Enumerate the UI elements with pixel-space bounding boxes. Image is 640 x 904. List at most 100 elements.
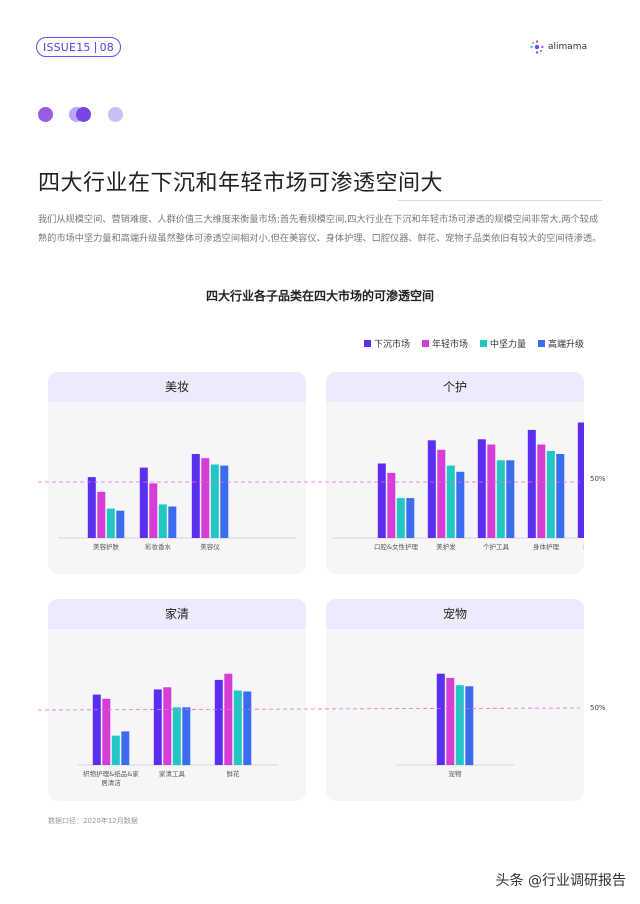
bar	[102, 698, 111, 765]
category-label: 美容仪	[200, 542, 220, 551]
category-label: 个护工具	[483, 542, 510, 551]
dot-4	[108, 107, 123, 122]
legend-item: 年轻市场	[421, 337, 468, 350]
bar	[527, 429, 536, 538]
bar	[191, 454, 200, 538]
bar	[436, 673, 445, 765]
panel-beauty: 美妆 美容护肤 彩妆香水 美容仪	[48, 372, 306, 574]
panel-home-cleaning: 家清 织物护理&纸品&家 居清洁 家清工具 鲜花	[48, 599, 306, 801]
panel-pet: 宠物 宠物	[326, 599, 584, 801]
bar	[210, 464, 219, 538]
bar	[233, 690, 242, 765]
bar	[149, 483, 158, 538]
panel-title: 家清	[48, 599, 306, 629]
bar	[97, 491, 106, 538]
issue-badge: ISSUE15 08	[36, 37, 122, 57]
bar	[168, 506, 177, 538]
bar	[465, 686, 474, 766]
bar	[158, 504, 167, 538]
bar	[387, 472, 396, 538]
bar	[455, 685, 464, 765]
category-label: 彩妆香水	[145, 542, 172, 551]
bar	[506, 460, 515, 538]
bar	[427, 440, 436, 538]
bar	[163, 687, 172, 765]
chart-heading: 四大行业各子品类在四大市场的可渗透空间	[205, 289, 434, 303]
alimama-logo-icon	[530, 40, 544, 54]
bar	[220, 465, 229, 538]
legend-label: 高端升级	[547, 340, 584, 350]
legend-item: 下沉市场	[363, 337, 410, 350]
bar	[116, 510, 125, 538]
legend-swatch	[363, 340, 371, 347]
reference-label-top: 50%	[590, 475, 606, 483]
decorative-dots	[38, 107, 138, 123]
legend-label: 年轻市场	[431, 340, 468, 350]
bar	[477, 439, 486, 538]
panel-chart: 口腔&女性护理 美护发 个护工具 身体护理 口腔仪器	[332, 422, 584, 551]
category-label: 口腔&女性护理	[374, 542, 419, 551]
legend-swatch	[421, 340, 429, 347]
legend-item: 中坚力量	[479, 337, 526, 350]
panel-personal-care: 个护 口腔&女性护理 美护发 个护工具 身体护理 口腔仪器	[326, 372, 584, 574]
bar	[87, 477, 96, 538]
legend-swatch	[479, 340, 487, 347]
chart-legend: 下沉市场 年轻市场 中坚力量 高端升级	[363, 337, 584, 350]
bar	[121, 731, 130, 765]
category-label: 美护发	[436, 542, 456, 551]
bar	[446, 465, 455, 538]
dot-1	[38, 107, 53, 122]
legend-swatch	[537, 340, 545, 347]
bar	[182, 707, 191, 766]
bar	[106, 508, 115, 538]
bar	[537, 444, 546, 538]
bar	[456, 471, 465, 538]
legend-label: 下沉市场	[373, 340, 410, 350]
watermark: 头条 @行业调研报告	[495, 873, 626, 889]
bar	[396, 498, 405, 538]
bar	[201, 458, 210, 538]
panel-title: 美妆	[48, 372, 306, 402]
category-label: 宠物	[449, 769, 463, 778]
panel-title: 个护	[326, 372, 584, 402]
bar	[139, 467, 148, 538]
bar	[224, 673, 233, 765]
bar	[546, 450, 555, 538]
title-rule	[398, 200, 602, 201]
panel-chart: 宠物	[396, 673, 514, 778]
bar	[577, 422, 584, 538]
category-label: 身体护理	[533, 542, 560, 551]
bar	[556, 454, 565, 538]
bar	[377, 463, 386, 538]
source-note: 数据口径：2020年12月数据	[48, 817, 138, 825]
intro-paragraph: 我们从规模空间、营销难度、人群价值三大维度来衡量市场;首先看规模空间,四大行业在…	[38, 214, 602, 244]
bar	[496, 460, 505, 538]
bar	[92, 694, 101, 765]
bar	[172, 707, 181, 766]
category-label: 美容护肤	[93, 542, 120, 551]
bar	[243, 691, 252, 765]
bar	[214, 679, 223, 765]
panel-chart: 美容护肤 彩妆香水 美容仪	[58, 454, 296, 551]
category-label: 口腔仪器	[583, 542, 584, 551]
category-label: 鲜花	[227, 769, 241, 778]
legend-label: 中坚力量	[489, 340, 526, 350]
issue-label: ISSUE15	[43, 40, 91, 54]
issue-divider	[94, 41, 96, 53]
dot-3	[76, 107, 91, 122]
reference-label-bottom: 50%	[590, 704, 606, 712]
bar	[446, 677, 455, 765]
bar	[487, 444, 496, 538]
legend-item: 高端升级	[537, 337, 584, 350]
bar	[437, 449, 446, 538]
bar	[406, 498, 415, 538]
issue-page-number: 08	[99, 40, 115, 54]
alimama-logo: alimama	[530, 40, 587, 54]
category-label: 居清洁	[101, 778, 121, 787]
page-title: 四大行业在下沉和年轻市场可渗透空间大	[38, 171, 444, 196]
bar	[111, 735, 120, 765]
bar	[153, 689, 162, 765]
logo-text: alimama	[548, 42, 588, 52]
category-label: 织物护理&纸品&家	[83, 769, 139, 778]
